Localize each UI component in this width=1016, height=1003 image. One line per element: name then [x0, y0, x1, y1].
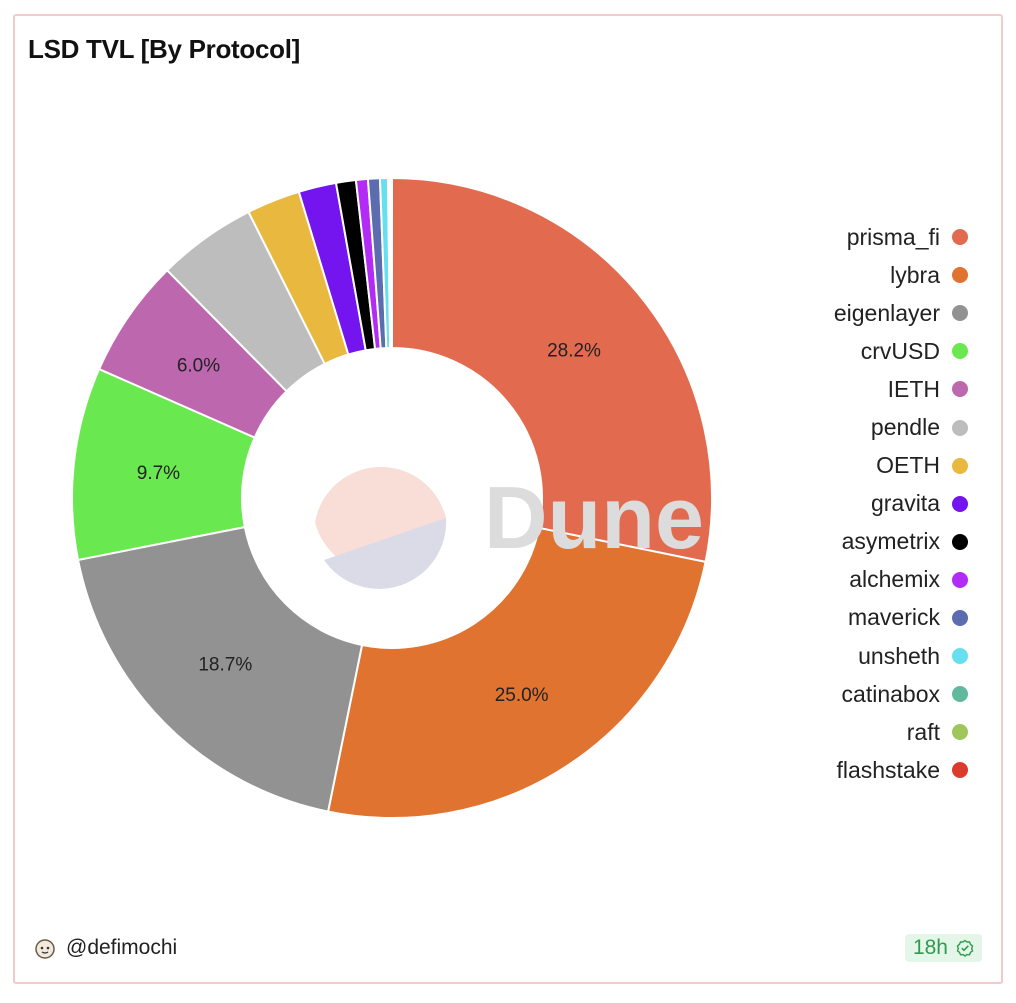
author-name: @defimochi	[66, 936, 178, 959]
refresh-badge: 18h	[904, 934, 982, 962]
legend-swatch	[952, 495, 968, 512]
legend-label: flashstake	[836, 756, 940, 783]
legend-swatch	[952, 381, 968, 398]
legend-swatch	[952, 229, 968, 246]
legend-swatch	[952, 571, 968, 588]
legend-swatch	[952, 457, 968, 474]
watermark-text: Dune	[484, 468, 704, 567]
legend-item-OETH[interactable]: OETH	[834, 447, 968, 485]
refresh-age: 18h	[912, 936, 948, 959]
data-label-eigenlayer: 18.7%	[198, 655, 252, 676]
slice-flashstake[interactable]	[389, 176, 393, 350]
legend-label: OETH	[876, 452, 940, 479]
legend-label: maverick	[847, 604, 940, 631]
chart-title: LSD TVL [By Protocol]	[28, 34, 301, 64]
data-label-crvUSD: 9.7%	[137, 463, 180, 484]
legend-swatch	[952, 305, 968, 322]
legend-label: crvUSD	[860, 337, 940, 364]
data-label-prisma_fi: 28.2%	[547, 340, 601, 361]
legend-swatch	[952, 724, 968, 741]
slice-crvUSD[interactable]	[71, 367, 257, 562]
legend-swatch	[952, 343, 968, 360]
legend-label: eigenlayer	[833, 299, 940, 326]
dune-watermark-logo: Dune	[315, 466, 704, 589]
slice-prisma_fi[interactable]	[391, 176, 713, 564]
legend-label: prisma_fi	[846, 223, 940, 250]
legend-label: asymetrix	[841, 528, 940, 555]
legend-item-unsheth[interactable]: unsheth	[834, 637, 968, 675]
legend-item-maverick[interactable]: maverick	[834, 599, 968, 637]
author[interactable]: @defimochi	[34, 936, 177, 960]
legend-swatch	[952, 609, 968, 626]
verified-check-icon	[956, 939, 974, 957]
legend-item-catinabox[interactable]: catinabox	[834, 675, 968, 713]
legend-label: catinabox	[841, 680, 940, 707]
legend-label: unsheth	[858, 642, 940, 669]
legend-item-flashstake[interactable]: flashstake	[834, 751, 968, 789]
legend-item-gravita[interactable]: gravita	[834, 485, 968, 523]
legend-item-pendle[interactable]: pendle	[834, 408, 968, 446]
legend-item-IETH[interactable]: IETH	[834, 370, 968, 408]
data-label-IETH: 6.0%	[177, 356, 220, 377]
legend-label: gravita	[870, 490, 940, 517]
legend-label: IETH	[887, 375, 940, 402]
legend-swatch	[952, 267, 968, 284]
legend-item-prisma_fi[interactable]: prisma_fi	[834, 218, 968, 256]
legend-item-lybra[interactable]: lybra	[834, 256, 968, 294]
legend-label: pendle	[870, 414, 940, 441]
legend-item-eigenlayer[interactable]: eigenlayer	[834, 294, 968, 332]
legend-label: raft	[906, 718, 940, 745]
avatar-icon	[35, 939, 55, 959]
legend-swatch	[952, 533, 968, 550]
data-label-lybra: 25.0%	[495, 685, 549, 706]
legend-label: alchemix	[849, 566, 940, 593]
legend-swatch	[952, 762, 968, 779]
legend-swatch	[952, 686, 968, 703]
legend-swatch	[952, 419, 968, 436]
legend-item-raft[interactable]: raft	[834, 713, 968, 751]
legend-item-asymetrix[interactable]: asymetrix	[834, 523, 968, 561]
slice-eigenlayer[interactable]	[76, 525, 364, 813]
legend-swatch	[952, 648, 968, 665]
slice-lybra[interactable]	[326, 526, 707, 819]
legend-label: lybra	[890, 261, 940, 288]
legend-item-crvUSD[interactable]: crvUSD	[834, 332, 968, 370]
legend-item-alchemix[interactable]: alchemix	[834, 561, 968, 599]
